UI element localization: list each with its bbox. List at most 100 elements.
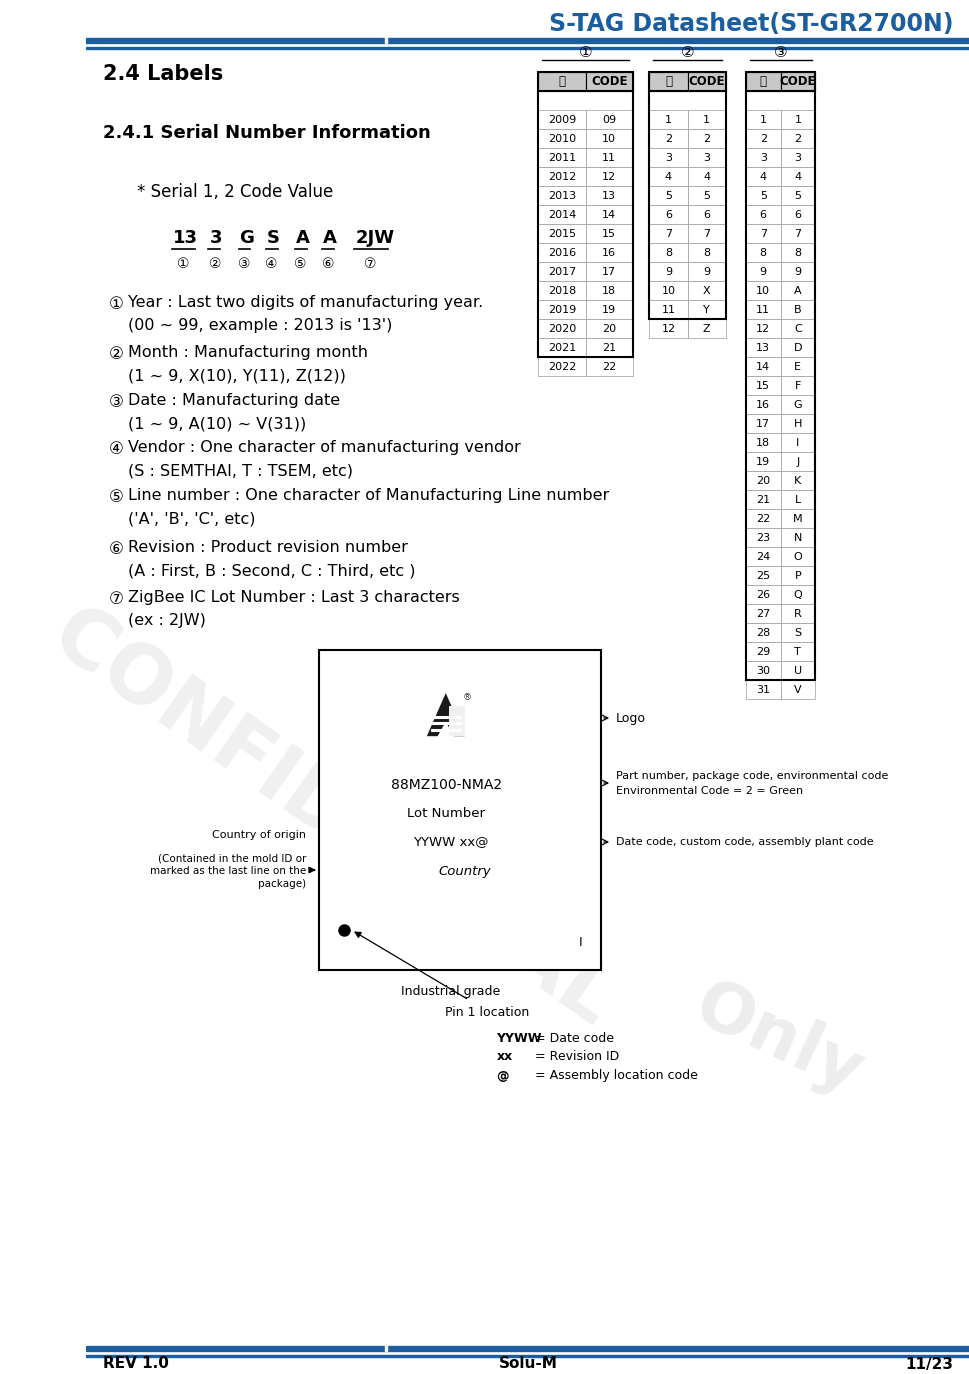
Bar [538,243,585,262]
Text: 2018: 2018 [547,286,576,295]
Bar [745,642,780,661]
Text: ⑦: ⑦ [109,589,123,609]
Text: CONFIDENTIAL: CONFIDENTIAL [37,596,627,1043]
Bar [585,185,633,205]
Text: 3: 3 [759,153,766,162]
Bar [585,338,633,357]
Text: 2: 2 [759,133,766,143]
Text: Logo: Logo [615,712,645,724]
Text: 30: 30 [756,665,769,676]
Text: 8: 8 [794,247,800,257]
Text: 27: 27 [755,609,769,618]
Bar [745,566,780,585]
Bar [780,414,814,433]
Text: 4: 4 [794,172,800,181]
Bar [585,262,633,282]
Bar [585,205,633,224]
Bar [780,394,814,414]
Bar [687,262,725,282]
Text: xx: xx [496,1051,512,1063]
Text: 22: 22 [755,514,769,523]
Text: 1: 1 [759,114,766,125]
Text: 24: 24 [755,551,769,562]
Text: = Date code: = Date code [534,1032,613,1044]
Text: G: G [239,229,254,247]
Text: 11: 11 [602,153,615,162]
Text: 일: 일 [759,76,766,88]
Bar [745,376,780,394]
Text: ④: ④ [265,257,277,271]
Bar [780,471,814,491]
Text: V: V [794,684,800,694]
Text: 2014: 2014 [547,209,576,220]
Text: S: S [266,229,279,247]
Bar [780,528,814,547]
Text: 21: 21 [756,495,769,504]
Text: Date code, custom code, assembly plant code: Date code, custom code, assembly plant c… [615,837,872,846]
Text: CODE: CODE [688,76,724,88]
Text: J: J [796,456,798,467]
Text: 5: 5 [759,191,766,201]
Text: K: K [794,475,800,485]
Bar [780,491,814,508]
Text: U: U [793,665,801,676]
Bar [86,38,969,43]
Bar [780,376,814,394]
Text: Y: Y [703,305,709,315]
Bar [86,1347,969,1351]
Text: 6: 6 [759,209,766,220]
Text: YYWW xx@: YYWW xx@ [413,835,488,849]
Bar [780,338,814,357]
Bar [687,243,725,262]
Text: 7: 7 [759,228,766,239]
Bar [538,110,585,129]
Text: Vendor : One character of manufacturing vendor: Vendor : One character of manufacturing … [128,440,520,455]
Bar [780,110,814,129]
Bar [648,129,687,148]
Bar [780,680,814,699]
Text: 21: 21 [602,342,615,353]
Text: * Serial 1, 2 Code Value: * Serial 1, 2 Code Value [137,183,332,201]
Bar [648,185,687,205]
Text: Solu-M: Solu-M [498,1356,557,1371]
Bar [745,110,780,129]
Text: 10: 10 [756,286,769,295]
Text: Date : Manufacturing date: Date : Manufacturing date [128,393,340,408]
Text: (Contained in the mold ID or
marked as the last line on the
package): (Contained in the mold ID or marked as t… [149,853,305,889]
Bar [385,34,387,43]
Bar [449,706,464,736]
Bar [745,605,780,622]
Bar [745,452,780,471]
Text: ④: ④ [109,440,123,458]
Text: 2: 2 [703,133,709,143]
Bar [648,110,687,129]
Bar [648,224,687,243]
Text: 8: 8 [759,247,766,257]
Text: Line number : One character of Manufacturing Line number: Line number : One character of Manufactu… [128,488,609,503]
Bar [780,224,814,243]
Bar [745,338,780,357]
Bar [780,433,814,452]
Text: 2020: 2020 [547,323,576,334]
Bar [780,585,814,605]
Bar [745,205,780,224]
Text: H: H [793,419,801,429]
Text: 2022: 2022 [547,361,576,371]
Bar [687,185,725,205]
Text: (S : SEMTHAI, T : TSEM, etc): (S : SEMTHAI, T : TSEM, etc) [128,463,353,478]
Bar [745,262,780,282]
Bar [648,205,687,224]
Text: 14: 14 [602,209,615,220]
Bar [687,168,725,185]
Text: A: A [794,286,800,295]
Bar [780,642,814,661]
Text: 22: 22 [602,361,615,371]
Text: ②: ② [109,345,123,363]
Text: (1 ~ 9, X(10), Y(11), Z(12)): (1 ~ 9, X(10), Y(11), Z(12)) [128,368,346,383]
Bar [745,357,780,376]
Bar [585,71,633,91]
Text: 12: 12 [602,172,615,181]
Text: 3: 3 [209,229,222,247]
Text: 2JW: 2JW [355,229,393,247]
Bar [780,605,814,622]
